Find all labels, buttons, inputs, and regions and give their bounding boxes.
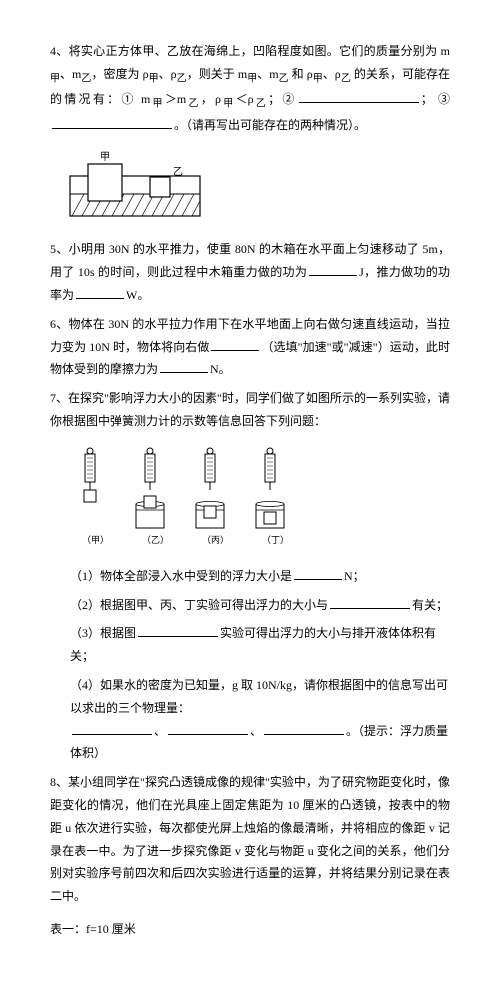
q7-label-jia: （甲）: [82, 535, 109, 545]
q7-figure: （甲） （乙） （丙） （丁）: [60, 443, 450, 553]
sub-jia: 甲: [50, 73, 60, 84]
q7-blank-4c[interactable]: [264, 722, 344, 735]
q4-blank-2[interactable]: [299, 90, 419, 103]
q5-blank-2[interactable]: [76, 286, 124, 299]
q7-intro: 7、在探究"影响浮力大小的因素"时，同学们做了如图所示的一系列实验，请你根据图中…: [50, 387, 450, 433]
q8-table-label: 表一：f=10 厘米: [50, 918, 450, 941]
q7-blank-4b[interactable]: [168, 722, 248, 735]
q6-blank-1[interactable]: [211, 338, 259, 351]
q4-fig-jia-label: 甲: [100, 152, 110, 163]
q4-text: 4、将实心正方体甲、乙放在海绵上，凹陷程度如图。它们的质量分别为 m甲、m乙，密…: [50, 40, 450, 136]
q7-blank-1[interactable]: [294, 567, 342, 580]
q7-label-bing: （丙）: [202, 535, 229, 545]
q7-sub2: （2）根据图甲、丙、丁实验可得出浮力的大小与有关；: [70, 594, 450, 617]
q4-figure: 甲 乙: [60, 146, 450, 226]
q8-text: 8、某小组同学在"探究凸透镜成像的规律"实验中，为了研究物距变化时，像距变化的情…: [50, 771, 450, 908]
q7-sub4: （4）如果水的密度为已知量，g 取 10N/kg，请你根据图中的信息写出可以求出…: [70, 674, 450, 765]
q7-sub1: （1）物体全部浸入水中受到的浮力大小是N；: [70, 565, 450, 588]
q6-blank-2[interactable]: [160, 360, 208, 373]
q4-t1: 4、将实心正方体甲、乙放在海绵上，凹陷程度如图。它们的质量分别为 m: [50, 44, 450, 58]
q5-blank-1[interactable]: [309, 263, 357, 276]
q6-text: 6、物体在 30N 的水平拉力作用下在水平地面上向右做匀速直线运动，当拉力变为 …: [50, 313, 450, 381]
q7-sub3: （3）根据图实验可得出浮力的大小与排开液体体积有关；: [70, 622, 450, 668]
q4-blank-3[interactable]: [52, 116, 172, 129]
q5-text: 5、小明用 30N 的水平推力，使重 80N 的木箱在水平面上匀速移动了 5m，…: [50, 238, 450, 306]
q7-label-yi: （乙）: [142, 535, 169, 545]
q7-blank-4a[interactable]: [72, 722, 152, 735]
q7-label-ding: （丁）: [262, 535, 289, 545]
q7-blank-3[interactable]: [138, 624, 218, 637]
q7-blank-2[interactable]: [330, 596, 410, 609]
q4-fig-yi-label: 乙: [173, 166, 183, 178]
